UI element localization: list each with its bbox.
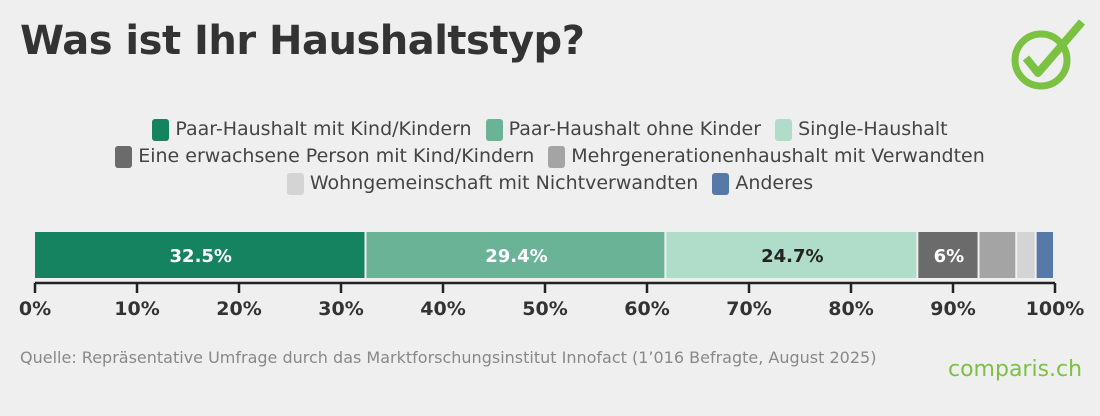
legend-item: Eine erwachsene Person mit Kind/Kindern (115, 143, 534, 170)
x-tick-label: 0% (19, 298, 51, 320)
bar-segment (366, 232, 665, 278)
data-label: 29.4% (485, 246, 547, 267)
check-circle-icon (1011, 19, 1086, 90)
legend-row: Paar-Haushalt mit Kind/Kindern Paar-Haush… (0, 116, 1100, 143)
x-tick-label: 30% (318, 298, 363, 320)
legend-label: Anderes (735, 172, 814, 194)
legend-item: Single-Haushalt (775, 116, 948, 143)
legend-swatch (548, 145, 566, 168)
legend: Paar-Haushalt mit Kind/Kindern Paar-Haush… (0, 116, 1100, 197)
legend-swatch (485, 118, 503, 141)
legend-item: Wohngemeinschaft mit Nichtverwandten (286, 170, 699, 197)
legend-item: Paar-Haushalt ohne Kinder (485, 116, 762, 143)
bar-segment (35, 232, 365, 278)
legend-item: Anderes (712, 170, 813, 197)
legend-swatch (775, 118, 793, 141)
legend-swatch (115, 145, 133, 168)
x-tick-label: 70% (726, 298, 771, 320)
chart-title: Was ist Ihr Haushaltstyp? (20, 18, 585, 64)
legend-label: Paar-Haushalt mit Kind/Kindern (175, 118, 472, 140)
stacked-bar-chart: 32.5% 29.4% 24.7% 6% 0% 10% 20% 30% 40% 50% 60% 70%… (19, 232, 1085, 320)
legend-swatch (286, 172, 304, 195)
data-label: 24.7% (761, 246, 823, 267)
legend-item: Paar-Haushalt mit Kind/Kindern (152, 116, 472, 143)
bar-segment (979, 232, 1016, 278)
legend-row: Wohngemeinschaft mit Nichtverwandten Ande… (0, 170, 1100, 197)
legend-swatch (712, 172, 730, 195)
legend-swatch (152, 118, 170, 141)
bar-segment (1036, 232, 1053, 278)
x-tick-label: 20% (216, 298, 261, 320)
x-tick-label: 50% (522, 298, 567, 320)
data-label: 32.5% (170, 246, 232, 267)
x-tick-label: 100% (1026, 298, 1085, 320)
legend-label: Single-Haushalt (798, 118, 948, 140)
x-tick-label: 10% (114, 298, 159, 320)
legend-label: Paar-Haushalt ohne Kinder (508, 118, 762, 140)
x-tick-label: 90% (930, 298, 975, 320)
legend-label: Mehrgenerationenhaushalt mit Verwandten (571, 145, 985, 167)
legend-label: Wohngemeinschaft mit Nichtverwandten (309, 172, 699, 194)
bar-segment (1017, 232, 1035, 278)
x-tick-label: 80% (828, 298, 873, 320)
x-tick-label: 60% (624, 298, 669, 320)
bar-segment (918, 232, 978, 278)
data-label: 6% (934, 246, 965, 267)
legend-label: Eine erwachsene Person mit Kind/Kindern (138, 145, 535, 167)
legend-row: Eine erwachsene Person mit Kind/Kindern M… (0, 143, 1100, 170)
brand-logo: comparis.ch (948, 357, 1083, 382)
legend-item: Mehrgenerationenhaushalt mit Verwandten (548, 143, 985, 170)
bar-segment (666, 232, 917, 278)
x-tick-label: 40% (420, 298, 465, 320)
source-note: Quelle: Repräsentative Umfrage durch das… (20, 348, 877, 367)
